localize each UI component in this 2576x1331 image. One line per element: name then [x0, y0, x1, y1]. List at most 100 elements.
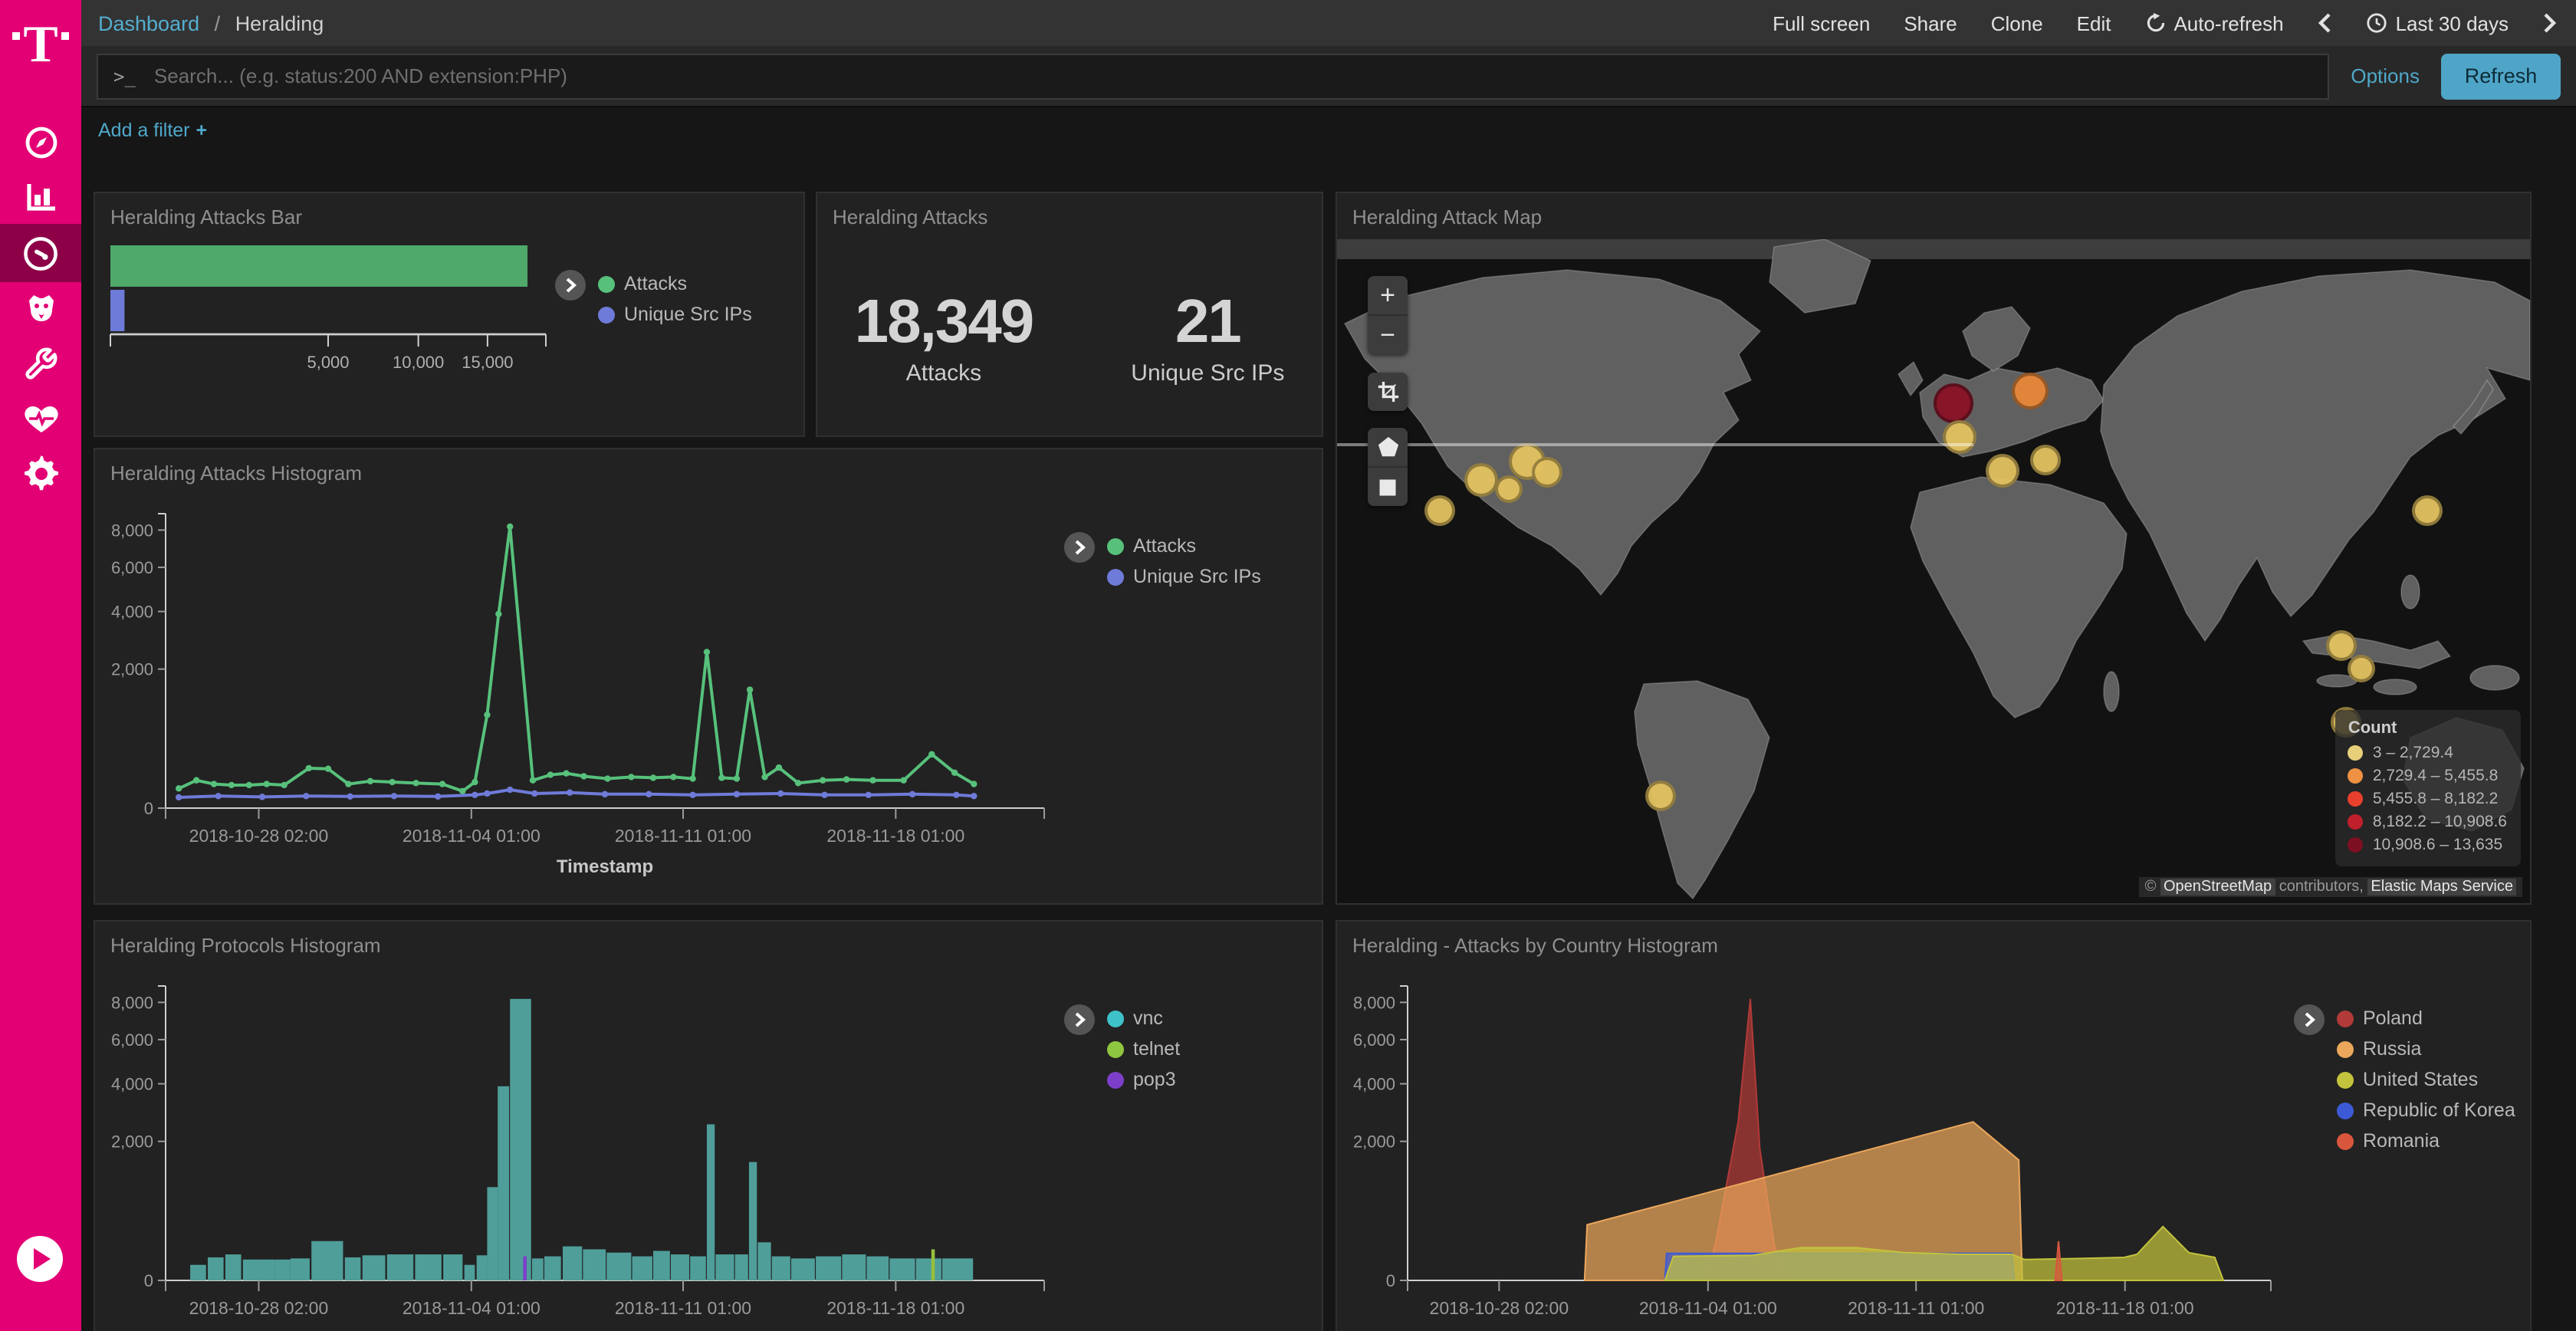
legend-item[interactable]: Russia [2337, 1038, 2515, 1060]
legend-item[interactable]: telnet [1107, 1038, 1180, 1060]
series-United States[interactable] [1664, 1225, 2225, 1281]
world-map[interactable]: + − Count 3 – 2,729.4 2,729.4 – 5,455.8 5,… [1337, 239, 2530, 903]
x-axis-tick-label: 2018-10-28 02:00 [189, 826, 329, 846]
british-isles [1897, 360, 1924, 397]
legend-item[interactable]: United States [2337, 1069, 2515, 1090]
legend-item[interactable]: Unique Src IPs [1107, 566, 1261, 587]
attack-location-marker[interactable] [1943, 420, 1976, 454]
philippines [2400, 574, 2420, 610]
attack-location-marker[interactable] [2348, 655, 2375, 682]
auto-refresh-button[interactable]: Auto-refresh [2144, 12, 2284, 35]
search-input[interactable] [150, 63, 2313, 89]
map-zoom-controls: + − [1368, 276, 1408, 354]
share-button[interactable]: Share [1904, 12, 1957, 35]
attack-location-marker[interactable] [2012, 373, 2049, 409]
series-Romania[interactable] [2054, 1241, 2063, 1281]
panel-attacks-metric: Heralding Attacks 18,349 Attacks 21 Uniq… [816, 192, 1323, 437]
attack-location-marker[interactable] [1986, 454, 2019, 488]
attack-location-marker[interactable] [2326, 630, 2357, 661]
sidebar-item-management[interactable] [0, 445, 81, 503]
full-screen-button[interactable]: Full screen [1773, 12, 1871, 35]
series-pop3[interactable] [523, 1256, 527, 1280]
sidebar-item-monitoring[interactable] [0, 389, 81, 448]
attacks-histogram-chart[interactable]: 0 2,000 4,000 6,000 8,000 2018-10-28 02:00 201… [98, 501, 1056, 879]
legend-item[interactable]: pop3 [1107, 1069, 1180, 1090]
series-Attacks[interactable] [175, 523, 978, 794]
refresh-button[interactable]: Refresh [2441, 53, 2561, 99]
sidebar-item-discover[interactable] [0, 113, 81, 172]
sidebar-item-dashboard[interactable] [0, 224, 81, 282]
y-axis-tick-label: 8,000 [111, 993, 153, 1012]
add-filter-link[interactable]: Add a filter + [98, 120, 208, 141]
legend-color-dot [1107, 568, 1124, 585]
sidebar-expand-button[interactable] [17, 1236, 63, 1282]
legend-toggle-chevron-icon[interactable] [1064, 1004, 1095, 1035]
search-box[interactable]: >_ [97, 53, 2330, 99]
sidebar-item-dev-tools[interactable] [0, 334, 81, 393]
indonesia [2302, 634, 2452, 669]
sidebar-item-visualize[interactable] [0, 169, 81, 227]
x-axis-tick-label: 2018-11-18 01:00 [2056, 1298, 2194, 1318]
edit-button[interactable]: Edit [2076, 12, 2111, 35]
attack-location-marker[interactable] [1495, 475, 1523, 503]
legend-item[interactable]: vnc [1107, 1007, 1180, 1029]
osm-link[interactable]: OpenStreetMap [2160, 879, 2275, 896]
clone-button[interactable]: Clone [1990, 12, 2043, 35]
square-icon[interactable] [1368, 466, 1408, 506]
breadcrumb-dashboard-link[interactable]: Dashboard [98, 12, 200, 35]
legend-item[interactable]: Attacks [1107, 535, 1261, 557]
legend-item[interactable]: Unique Src IPs [598, 304, 752, 325]
map-zoom-in-button[interactable]: + [1380, 280, 1395, 309]
map-legend-color-dot [2348, 837, 2364, 853]
refresh-cycle-icon [2144, 12, 2166, 34]
crop-icon[interactable] [1368, 373, 1408, 411]
attacks-bar-chart[interactable]: 5,000 10,000 15,000 [107, 242, 567, 414]
time-back-button[interactable] [2318, 12, 2333, 34]
map-legend-color-dot [2348, 814, 2364, 830]
metric-attacks: 18,349 Attacks [855, 288, 1035, 386]
compass-icon [22, 124, 59, 161]
series-vnc[interactable] [190, 998, 974, 1280]
attack-location-marker[interactable] [1424, 495, 1455, 526]
legend-toggle-chevron-icon[interactable] [2294, 1004, 2325, 1035]
options-link[interactable]: Options [2351, 64, 2420, 87]
polygon-icon[interactable] [1368, 428, 1408, 466]
protocols-histogram-chart[interactable]: 0 2,000 4,000 6,000 8,000 2018-10-28 02:00 201… [98, 974, 1056, 1331]
x-axis-tick-label: 5,000 [307, 353, 349, 372]
legend-item[interactable]: Romania [2337, 1130, 2515, 1152]
filter-bar: Add a filter + [81, 109, 2576, 152]
attack-location-marker[interactable] [1934, 383, 1973, 423]
series-Attacks[interactable] [110, 245, 528, 287]
legend-item[interactable]: Republic of Korea [2337, 1099, 2515, 1121]
north-america [1343, 269, 1762, 596]
y-axis-tick-label: 0 [1386, 1271, 1395, 1290]
x-axis-title: Timestamp [557, 856, 653, 877]
attack-location-marker[interactable] [1532, 457, 1562, 488]
legend-color-dot [1107, 1040, 1124, 1057]
country-histogram-chart[interactable]: 0 2,000 4,000 6,000 8,000 2018-10-28 02:00 201… [1340, 974, 2283, 1331]
attack-location-marker[interactable] [2412, 495, 2443, 526]
time-forward-button[interactable] [2542, 12, 2558, 34]
ems-link[interactable]: Elastic Maps Service [2367, 879, 2516, 896]
map-zoom-out-button[interactable]: − [1368, 314, 1408, 354]
x-axis-tick-label: 2018-10-28 02:00 [189, 1298, 329, 1318]
series-Unique Src IPs[interactable] [175, 786, 978, 801]
y-axis-tick-label: 4,000 [1353, 1075, 1395, 1094]
map-legend-range-row: 10,908.6 – 13,635 [2348, 836, 2507, 854]
legend-item[interactable]: Poland [2337, 1007, 2515, 1029]
legend-color-dot [1107, 1071, 1124, 1088]
series-Unique Src IPs[interactable] [110, 290, 125, 331]
attack-location-marker[interactable] [1645, 781, 1676, 811]
attack-location-marker[interactable] [2030, 445, 2061, 475]
legend-label: Poland [2363, 1007, 2423, 1029]
attack-location-marker[interactable] [1464, 463, 1498, 497]
telekom-logo[interactable]: T [0, 12, 81, 80]
legend-item[interactable]: Attacks [598, 273, 752, 294]
legend-label: United States [2363, 1069, 2479, 1090]
time-range-picker[interactable]: Last 30 days [2367, 12, 2509, 35]
sidebar-item-honeypot[interactable] [0, 279, 81, 337]
series-telnet[interactable] [931, 1249, 935, 1280]
map-legend-color-dot [2348, 745, 2364, 761]
legend-toggle-chevron-icon[interactable] [1064, 532, 1095, 563]
legend-toggle-chevron-icon[interactable] [555, 270, 586, 301]
